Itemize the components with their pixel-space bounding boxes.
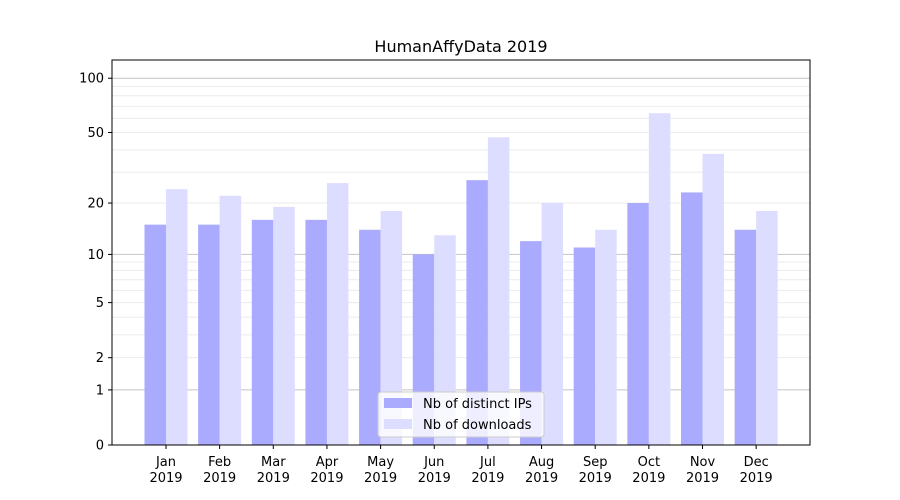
bar-distinct-ips — [198, 224, 220, 445]
bar-distinct-ips — [251, 219, 274, 445]
bar-downloads — [326, 183, 349, 445]
x-tick-label-line: May — [367, 455, 394, 470]
legend-swatch — [384, 419, 412, 429]
x-tick-label-line: Mar — [261, 455, 286, 470]
chart-title: HumanAffyData 2019 — [374, 37, 547, 56]
bar-downloads — [702, 153, 724, 445]
legend-label: Nb of downloads — [423, 418, 532, 433]
x-tick-label: Oct 2019 — [632, 455, 665, 486]
plot-frame — [111, 59, 811, 446]
y-tick-label: 5 — [96, 296, 104, 311]
x-tick-label: Feb 2019 — [203, 455, 236, 486]
bar-downloads — [487, 137, 510, 445]
bar-distinct-ips — [627, 203, 649, 445]
x-tick-label: Sep 2019 — [579, 455, 612, 486]
x-tick-label-line: Dec — [744, 455, 769, 470]
x-tick-label-line: Apr — [316, 455, 339, 470]
bar-distinct-ips — [305, 219, 327, 445]
bar-distinct-ips — [359, 229, 381, 445]
x-tick-label: Jul 2019 — [471, 455, 504, 486]
y-tick-label: 0 — [96, 439, 104, 454]
bar-distinct-ips — [734, 229, 757, 445]
x-tick-label-line: Aug — [529, 455, 554, 470]
y-tick-label: 1 — [96, 383, 104, 398]
legend: Nb of distinct IPs Nb of downloads — [377, 391, 545, 438]
bar-downloads — [273, 206, 295, 445]
x-tick-label-line: Nov — [690, 455, 716, 470]
bar-distinct-ips — [573, 247, 596, 445]
x-tick-label-line: 2019 — [686, 471, 719, 486]
x-tick-label-line: 2019 — [525, 471, 558, 486]
x-tick-label: Aug 2019 — [525, 455, 558, 486]
legend-box — [377, 391, 545, 438]
x-tick-label-line: 2019 — [740, 471, 773, 486]
bar-downloads — [541, 203, 564, 445]
x-tick-label-line: 2019 — [632, 471, 665, 486]
x-tick-label-line: Feb — [208, 455, 231, 470]
x-tick-label-line: Jun — [423, 455, 444, 470]
bar-distinct-ips — [466, 180, 488, 445]
x-tick-label: Jan 2019 — [149, 455, 182, 486]
legend-label: Nb of distinct IPs — [423, 397, 532, 412]
x-tick-label: Nov 2019 — [686, 455, 719, 486]
x-tick-label-line: Oct — [638, 455, 660, 470]
bar-distinct-ips — [144, 224, 166, 445]
y-tick-label: 2 — [96, 351, 104, 366]
x-tick-label-line: 2019 — [149, 471, 182, 486]
x-tick-label-line: 2019 — [364, 471, 397, 486]
x-tick-label-line: Jul — [479, 455, 496, 470]
x-tick-label-line: 2019 — [418, 471, 451, 486]
bar-downloads — [648, 113, 671, 446]
x-tick-label: Apr 2019 — [310, 455, 343, 486]
bar-distinct-ips — [681, 192, 703, 445]
bar-downloads — [595, 229, 617, 445]
bar-downloads — [219, 195, 242, 445]
bar-downloads — [380, 210, 403, 445]
x-tick-label: Mar 2019 — [257, 455, 290, 486]
x-tick-label: May 2019 — [364, 455, 397, 486]
x-tick-label: Jun 2019 — [418, 455, 451, 486]
y-tick-label: 50 — [87, 126, 104, 141]
y-tick-label: 20 — [87, 197, 104, 212]
y-tick-label: 100 — [79, 72, 104, 87]
x-tick-label-line: Jan — [155, 455, 176, 470]
bar-downloads — [166, 189, 188, 445]
bar-downloads — [756, 210, 778, 445]
x-tick-label-line: Sep — [583, 455, 608, 470]
y-axis: 0 1 2 5 10 20 50 100 — [79, 72, 112, 454]
legend-swatch — [384, 398, 412, 408]
x-tick-label-line: 2019 — [310, 471, 343, 486]
x-tick-label-line: 2019 — [471, 471, 504, 486]
x-tick-label-line: 2019 — [257, 471, 290, 486]
x-tick-label-line: 2019 — [203, 471, 236, 486]
x-tick-label: Dec 2019 — [740, 455, 773, 486]
x-tick-label-line: 2019 — [579, 471, 612, 486]
y-tick-label: 10 — [87, 248, 104, 263]
